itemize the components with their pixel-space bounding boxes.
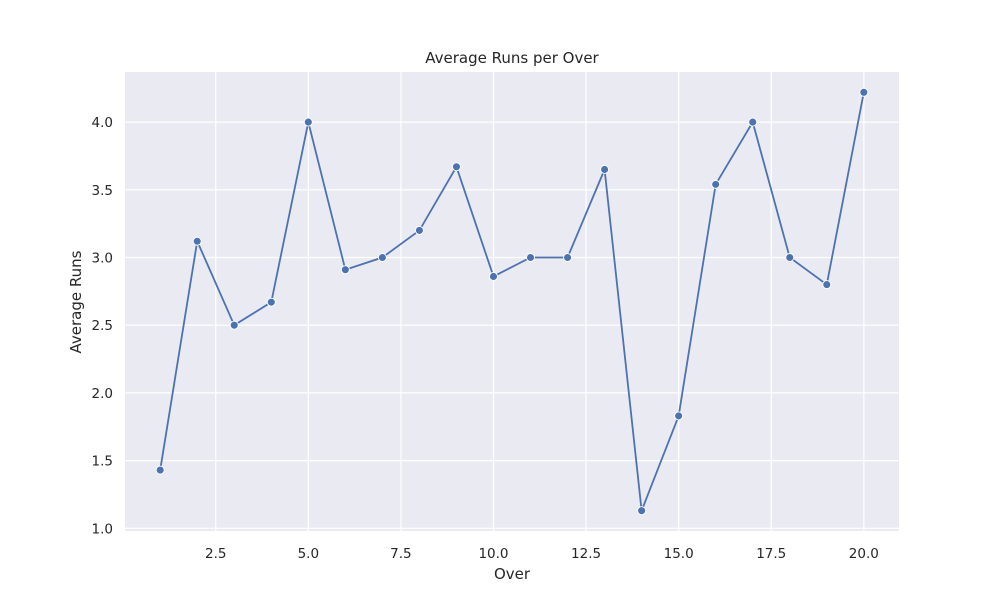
y-axis-label: Average Runs <box>67 250 85 353</box>
data-point <box>451 162 461 172</box>
data-point <box>859 87 869 97</box>
y-tick-label: 2.5 <box>92 318 113 334</box>
y-tick-label: 1.5 <box>92 454 113 470</box>
x-tick-label: 12.5 <box>571 546 601 562</box>
y-tick-label: 4.0 <box>92 115 113 131</box>
x-tick-label: 5.0 <box>298 546 319 562</box>
x-tick-label: 15.0 <box>664 546 694 562</box>
data-point <box>340 265 350 275</box>
data-point <box>155 465 165 475</box>
y-axis-ticks: 1.0 1.5 2.0 2.5 3.0 3.5 4.0 <box>92 115 113 537</box>
data-point <box>303 117 313 127</box>
data-point <box>748 117 758 127</box>
data-point <box>377 253 387 262</box>
x-axis-label: Over <box>494 565 531 583</box>
data-point <box>637 506 647 516</box>
y-tick-label: 3.0 <box>92 250 113 266</box>
data-point <box>785 253 795 262</box>
x-tick-label: 10.0 <box>478 546 508 562</box>
data-point <box>526 253 535 262</box>
data-point <box>266 297 276 307</box>
y-tick-label: 1.0 <box>92 521 113 537</box>
series-line <box>159 92 865 512</box>
data-point <box>674 411 684 421</box>
x-tick-label: 20.0 <box>849 546 879 562</box>
x-tick-label: 17.5 <box>756 546 786 562</box>
data-markers <box>155 87 869 516</box>
data-point <box>414 225 424 235</box>
data-point <box>600 165 610 174</box>
gridlines <box>125 72 899 531</box>
x-axis-ticks: 2.5 5.0 7.5 10.0 12.5 15.0 17.5 20.0 <box>205 546 879 562</box>
data-point <box>229 320 239 330</box>
data-point <box>822 280 832 290</box>
x-tick-label: 7.5 <box>390 546 411 562</box>
y-tick-label: 3.5 <box>92 183 113 199</box>
data-point <box>192 236 202 246</box>
chart-title: Average Runs per Over <box>425 49 599 67</box>
data-point <box>711 179 721 189</box>
y-tick-label: 2.0 <box>92 386 113 402</box>
data-point <box>489 272 498 281</box>
plot-area <box>125 72 899 531</box>
x-tick-label: 2.5 <box>205 546 226 562</box>
data-point <box>563 253 573 262</box>
